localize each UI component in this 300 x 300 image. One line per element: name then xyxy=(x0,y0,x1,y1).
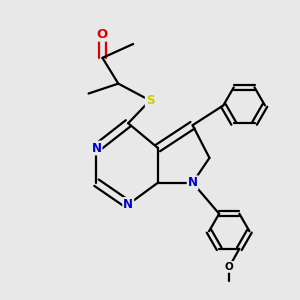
Text: N: N xyxy=(188,176,198,189)
Text: O: O xyxy=(225,262,234,272)
Text: S: S xyxy=(146,94,154,107)
Text: N: N xyxy=(92,142,101,154)
Text: O: O xyxy=(97,28,108,40)
Text: N: N xyxy=(123,198,133,211)
